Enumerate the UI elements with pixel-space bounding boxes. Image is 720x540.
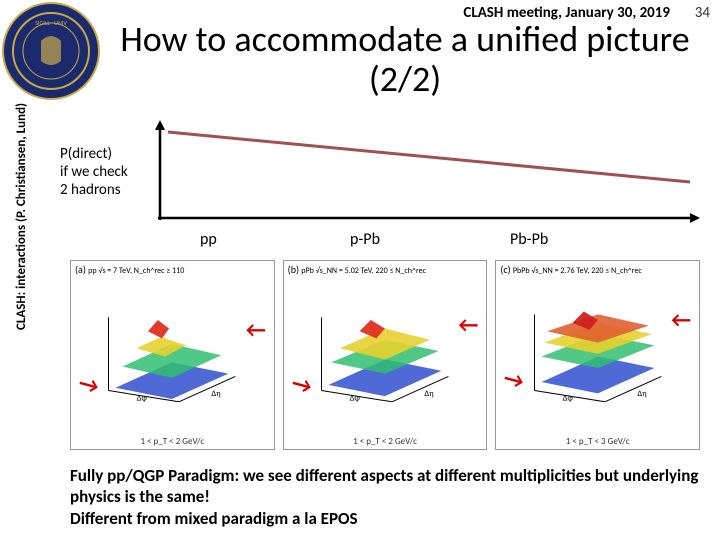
correlation-panels: (a) pp √s = 7 TeV, N_ch^rec ≥ 110 R(Δη,Δ…: [70, 260, 700, 450]
panel-label-a: (a) pp √s = 7 TeV, N_ch^rec ≥ 110: [75, 263, 184, 276]
slide-title: How to accommodate a unified picture (2/…: [110, 20, 700, 99]
panel-pbpb: (c) PbPb √s_NN = 2.76 TeV, 220 ≤ N_ch^re…: [495, 260, 700, 450]
red-arrow-b2: →: [289, 369, 315, 400]
label-pp: pp: [200, 230, 217, 249]
surface-plot-b: Δφ Δη: [314, 289, 456, 402]
panel-caption-b: 1 < p_T < 2 GeV/c: [284, 436, 487, 447]
panel-label-c: (c) PbPb √s_NN = 2.76 TeV, 220 ≤ N_ch^re…: [500, 263, 641, 276]
sidebar-credit: CLASH: interactions (P. Christiansen, Lu…: [14, 103, 29, 330]
panel-ppb: (b) pPb √s_NN = 5.02 TeV, 220 ≤ N_ch^rec…: [283, 260, 488, 450]
red-arrow-b: ←: [458, 311, 478, 338]
red-arrow-a2: →: [76, 369, 102, 400]
svg-text:Δη: Δη: [424, 389, 434, 399]
conclusion-line-2: Different from mixed paradigm a la EPOS: [70, 508, 700, 529]
svg-text:R(Δη,Δφ): R(Δη,Δφ): [101, 316, 102, 353]
conclusion-line-1: Fully pp/QGP Paradigm: we see different …: [70, 465, 700, 508]
svg-text:Δη: Δη: [212, 389, 222, 399]
red-arrow-c2: →: [501, 364, 527, 395]
panel-pp: (a) pp √s = 7 TeV, N_ch^rec ≥ 110 R(Δη,Δ…: [70, 260, 275, 450]
system-labels-row: pp p-Pb Pb-Pb: [40, 230, 710, 255]
university-seal-logo: SIGILL · UNIV: [2, 2, 100, 100]
svg-text:Δφ: Δφ: [350, 394, 361, 402]
pdirect-label: P(direct) if we check 2 hadrons: [60, 145, 128, 199]
svg-text:SIGILL · UNIV: SIGILL · UNIV: [35, 19, 67, 27]
label-ppb: p-Pb: [350, 230, 380, 249]
conclusion-text: Fully pp/QGP Paradigm: we see different …: [70, 465, 700, 529]
surface-plot-c: Δφ Δη: [527, 289, 669, 402]
red-arrow-a: ←: [246, 316, 266, 343]
panel-caption-a: 1 < p_T < 2 GeV/c: [71, 436, 274, 447]
svg-text:Δφ: Δφ: [562, 394, 573, 402]
svg-text:Δφ: Δφ: [137, 394, 148, 402]
surface-plot-a: R(Δη,Δφ) Δφ Δη: [101, 289, 243, 402]
panel-caption-c: 1 < p_T < 3 GeV/c: [496, 436, 699, 447]
svg-text:Δη: Δη: [637, 389, 647, 399]
red-arrow-c: ←: [671, 306, 691, 333]
label-pbpb: Pb-Pb: [510, 230, 548, 249]
schematic-axes: [150, 120, 700, 230]
panel-label-b: (b) pPb √s_NN = 5.02 TeV, 220 ≤ N_ch^rec: [288, 263, 426, 276]
